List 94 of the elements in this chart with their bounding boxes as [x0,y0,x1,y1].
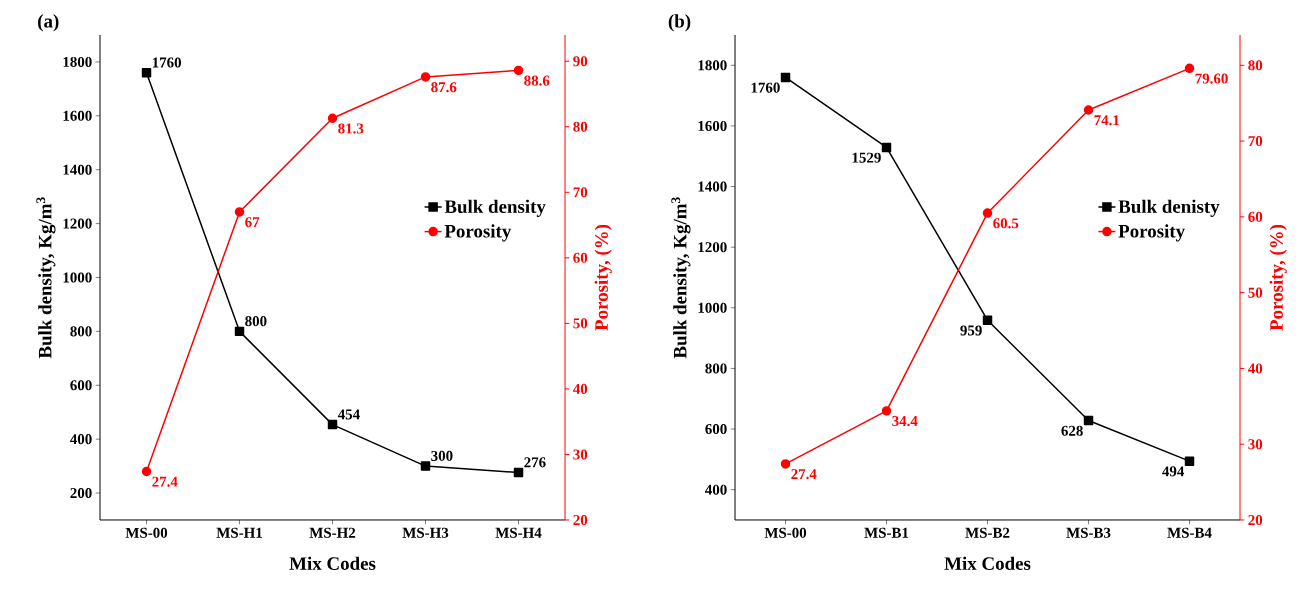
chart-title: (a) [38,14,59,32]
y2-axis-title: Porosity, (%) [1269,224,1287,331]
y2-tick-label: 70 [573,187,588,198]
y-tick-label: 800 [705,363,727,374]
point [881,406,892,416]
point [327,419,338,430]
point [513,467,524,478]
point [420,461,431,471]
y-axis-title: Bulk density, Kg/m$^{3}$ [671,197,691,359]
legend-label: Bulk density [444,199,546,217]
point [420,72,431,82]
data-label: 628 [1061,425,1083,436]
point [327,113,338,123]
y2-tick-label: 80 [573,121,588,132]
data-label: 87.6 [431,82,457,93]
x-axis-title: Mix Codes [289,556,376,570]
y2-tick-label: 50 [573,318,588,329]
y2-axis-title: Porosity, (%) [594,224,612,331]
y-tick-label: 1800 [63,56,92,67]
y2-tick-label: 30 [1248,439,1263,450]
y2-tick-label: 30 [573,449,588,460]
point [982,315,993,325]
y2-tick-label: 60 [1248,211,1263,222]
point [1184,456,1195,466]
x-tick-label: MS-B3 [1066,527,1111,538]
y2-tick-label: 20 [1248,514,1263,526]
data-label: 1529 [852,152,881,163]
y-tick-label: 600 [705,424,727,435]
data-label: 79.60 [1195,73,1228,84]
y-tick-label: 1000 [63,272,92,283]
y-tick-label: 1200 [63,218,92,229]
x-tick-label: MS-H3 [402,527,449,538]
point [141,466,152,477]
y2-tick-label: 90 [573,56,588,67]
y-tick-label: 1600 [698,120,727,131]
point [1083,415,1094,426]
legend-label: Porosity [1118,224,1185,242]
legend-label: Porosity [444,224,512,242]
data-label: 1760 [152,57,182,68]
y-tick-label: 600 [70,380,92,391]
x-tick-label: MS-B2 [965,527,1010,538]
y-axis-title: Bulk density, Kg/m$^{3}$ [36,197,56,359]
x-axis-title: Mix Codes [944,556,1031,570]
point [1083,105,1094,115]
x-tick-label: MS-00 [764,527,807,538]
point [982,208,993,218]
y2-tick-label: 20 [573,514,588,526]
data-label: 454 [337,409,360,420]
point [141,67,152,78]
y-tick-label: 1800 [698,60,727,71]
data-label: 800 [245,316,267,327]
point [1184,63,1195,74]
data-label: 88.6 [524,75,550,86]
y-tick-label: 1600 [63,110,92,121]
y-tick-label: 1000 [698,302,727,313]
data-label: 81.3 [338,123,364,134]
data-label: 300 [431,450,453,461]
data-label: 67 [245,217,260,228]
y-tick-label: 1200 [698,242,727,253]
x-tick-label: MS-H2 [309,527,356,538]
y2-tick-label: 40 [1247,363,1263,374]
data-label: 494 [1162,466,1185,477]
data-label: 60.5 [993,218,1019,229]
x-tick-label: MS-B4 [1167,527,1212,538]
data-label: 74.1 [1094,115,1120,126]
data-label: 27.4 [152,476,178,487]
y-tick-label: 400 [705,484,727,495]
x-tick-label: MS-B1 [864,527,909,538]
x-tick-label: MS-00 [125,527,168,538]
y-tick-label: 400 [70,434,92,445]
point [234,326,245,337]
legend-label: Bulk denisty [1118,199,1220,217]
x-tick-label: MS-H1 [216,527,262,538]
data-label: 1760 [751,82,780,93]
y2-tick-label: 50 [1248,287,1263,298]
data-label: 27.4 [791,469,817,480]
x-tick-label: MS-H4 [495,527,542,538]
y-tick-label: 800 [70,326,92,337]
y2-tick-label: 60 [573,252,588,263]
data-label: 959 [960,325,982,336]
y2-tick-label: 80 [1248,60,1263,71]
y-tick-label: 1400 [698,181,727,192]
y2-tick-label: 70 [1248,136,1263,147]
data-label: 34.4 [892,416,918,427]
point [234,207,245,217]
point [513,65,524,76]
y-tick-label: 1400 [63,164,92,175]
y2-tick-label: 40 [572,383,588,394]
point [881,142,892,153]
chart-title: (b) [668,14,691,32]
point [780,72,791,83]
point [780,459,791,469]
data-label: 276 [524,457,546,468]
y-tick-label: 200 [70,488,92,499]
